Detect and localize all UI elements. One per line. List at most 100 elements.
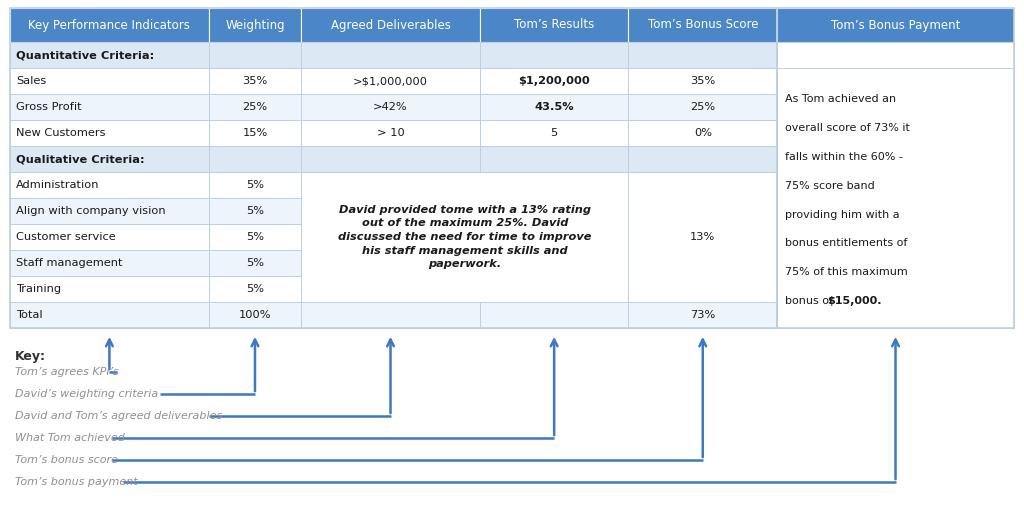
Bar xyxy=(10,8,777,328)
Text: Qualitative Criteria:: Qualitative Criteria: xyxy=(16,154,144,164)
Bar xyxy=(209,8,301,42)
Text: Tom’s bonus score: Tom’s bonus score xyxy=(15,455,118,465)
Text: $1,200,000: $1,200,000 xyxy=(518,76,590,86)
Text: Quantitative Criteria:: Quantitative Criteria: xyxy=(16,50,155,60)
Text: 5%: 5% xyxy=(246,206,264,216)
Bar xyxy=(209,276,301,302)
Bar xyxy=(10,172,209,198)
Bar xyxy=(777,68,1014,328)
Text: Staff management: Staff management xyxy=(16,258,123,268)
Text: >$1,000,000: >$1,000,000 xyxy=(353,76,428,86)
Bar xyxy=(629,68,777,94)
Text: 25%: 25% xyxy=(690,102,716,112)
Bar xyxy=(480,302,629,328)
Bar xyxy=(629,94,777,120)
Bar xyxy=(10,120,209,146)
Bar xyxy=(209,250,301,276)
Bar xyxy=(10,8,209,42)
Text: 43.5%: 43.5% xyxy=(535,102,574,112)
Text: bonus entitlements of: bonus entitlements of xyxy=(785,238,907,248)
Bar xyxy=(629,8,777,42)
Text: Customer service: Customer service xyxy=(16,232,116,242)
Text: Tom’s Bonus Payment: Tom’s Bonus Payment xyxy=(830,18,961,32)
Bar xyxy=(777,8,1014,42)
Bar xyxy=(10,42,209,68)
Bar xyxy=(209,302,301,328)
Bar xyxy=(777,120,1014,146)
Bar xyxy=(10,224,209,250)
Bar xyxy=(777,68,1014,94)
Text: Weighting: Weighting xyxy=(225,18,285,32)
Bar xyxy=(777,42,1014,68)
Bar xyxy=(480,94,629,120)
Text: 73%: 73% xyxy=(690,310,716,320)
Text: Tom’s agrees KPI’s: Tom’s agrees KPI’s xyxy=(15,367,119,377)
Bar xyxy=(480,120,629,146)
Text: >42%: >42% xyxy=(373,102,408,112)
Text: Administration: Administration xyxy=(16,180,99,190)
Bar xyxy=(209,68,301,94)
Text: 75% score band: 75% score band xyxy=(785,181,874,191)
Bar xyxy=(777,94,1014,120)
Text: As Tom achieved an: As Tom achieved an xyxy=(785,94,896,104)
Bar xyxy=(301,68,480,94)
Bar xyxy=(480,68,629,94)
Text: $15,000.: $15,000. xyxy=(827,296,882,306)
Text: David’s weighting criteria: David’s weighting criteria xyxy=(15,389,159,399)
Bar xyxy=(777,250,1014,276)
Bar xyxy=(10,276,209,302)
Bar xyxy=(10,68,209,94)
Bar xyxy=(301,120,480,146)
Bar xyxy=(301,146,480,172)
Text: David and Tom’s agreed deliverables: David and Tom’s agreed deliverables xyxy=(15,411,222,421)
Bar xyxy=(209,120,301,146)
Bar xyxy=(301,8,480,42)
Bar xyxy=(10,250,209,276)
Text: New Customers: New Customers xyxy=(16,128,105,138)
Bar xyxy=(777,198,1014,224)
Text: falls within the 60% -: falls within the 60% - xyxy=(785,152,903,162)
Text: 5%: 5% xyxy=(246,258,264,268)
Text: 0%: 0% xyxy=(694,128,712,138)
Text: 5: 5 xyxy=(551,128,558,138)
Bar xyxy=(480,42,629,68)
Bar xyxy=(777,146,1014,172)
Text: David provided tome with a 13% rating
out of the maximum 25%. David
discussed th: David provided tome with a 13% rating ou… xyxy=(338,205,592,269)
Bar xyxy=(777,172,1014,198)
Text: Training: Training xyxy=(16,284,61,294)
Bar xyxy=(301,302,480,328)
Text: Key Performance Indicators: Key Performance Indicators xyxy=(29,18,190,32)
Bar xyxy=(209,146,301,172)
Text: 13%: 13% xyxy=(690,232,716,242)
Bar xyxy=(480,146,629,172)
Text: Gross Profit: Gross Profit xyxy=(16,102,82,112)
Bar xyxy=(629,42,777,68)
Bar xyxy=(301,42,480,68)
Text: Key:: Key: xyxy=(15,350,46,363)
Text: Align with company vision: Align with company vision xyxy=(16,206,166,216)
Text: 25%: 25% xyxy=(243,102,267,112)
Bar xyxy=(777,224,1014,250)
Text: Tom’s Bonus Score: Tom’s Bonus Score xyxy=(647,18,758,32)
Text: 5%: 5% xyxy=(246,180,264,190)
Bar xyxy=(209,172,301,198)
Text: Sales: Sales xyxy=(16,76,46,86)
Text: 35%: 35% xyxy=(243,76,267,86)
Bar xyxy=(777,8,1014,328)
Bar xyxy=(10,146,209,172)
Bar xyxy=(209,94,301,120)
Text: Tom’s Results: Tom’s Results xyxy=(514,18,594,32)
Text: 15%: 15% xyxy=(243,128,267,138)
Text: > 10: > 10 xyxy=(377,128,404,138)
Bar xyxy=(629,172,777,302)
Bar xyxy=(629,302,777,328)
Text: 100%: 100% xyxy=(239,310,271,320)
Bar xyxy=(629,146,777,172)
Bar xyxy=(209,198,301,224)
Bar xyxy=(209,42,301,68)
Text: bonus or: bonus or xyxy=(785,296,838,306)
Bar xyxy=(480,8,629,42)
Bar xyxy=(629,120,777,146)
Text: providing him with a: providing him with a xyxy=(785,210,900,220)
Bar xyxy=(10,94,209,120)
